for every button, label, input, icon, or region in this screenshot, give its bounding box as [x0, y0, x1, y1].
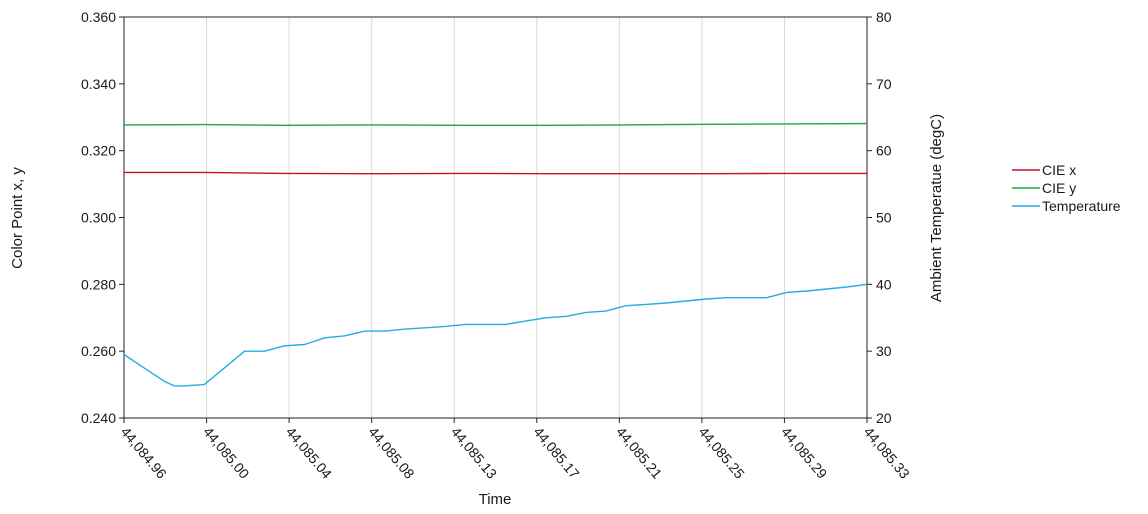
x-tick-label: 44,085.17 — [530, 424, 582, 482]
x-tick-label: 44,085.08 — [365, 424, 417, 482]
left-tick-label: 0.360 — [81, 9, 116, 25]
legend-label: CIE x — [1042, 162, 1076, 178]
left-axis-ticks: 0.240 0.260 0.280 0.300 0.320 0.340 0.360 — [81, 9, 124, 426]
x-tick-label: 44,085.21 — [613, 424, 665, 482]
x-tick-label: 44,085.04 — [283, 424, 335, 482]
series-line-temperature — [123, 283, 868, 387]
right-tick-label: 20 — [876, 410, 892, 426]
left-tick-label: 0.300 — [81, 210, 116, 226]
legend: CIE x CIE y Temperature — [1012, 162, 1121, 214]
x-tick-label: 44,085.29 — [778, 424, 830, 482]
right-axis-ticks: 20 30 40 50 60 70 80 — [867, 9, 892, 426]
series-line-cie-x — [124, 171, 867, 175]
x-tick-label: 44,085.25 — [696, 424, 748, 482]
legend-label: CIE y — [1042, 180, 1076, 196]
series-group — [123, 122, 868, 387]
right-tick-label: 40 — [876, 276, 892, 292]
left-tick-label: 0.340 — [81, 76, 116, 92]
right-axis-title: Ambient Temperatue (degC) — [928, 114, 945, 302]
series-line-cie-y — [123, 122, 868, 127]
x-tick-label: 44,085.13 — [448, 424, 500, 482]
right-tick-label: 30 — [876, 343, 892, 359]
right-tick-label: 60 — [876, 143, 892, 159]
left-tick-label: 0.280 — [81, 276, 116, 292]
right-tick-label: 80 — [876, 9, 892, 25]
x-tick-label: 44,085.00 — [200, 424, 252, 482]
x-tick-label: 44,085.33 — [861, 424, 913, 482]
right-tick-label: 70 — [876, 76, 892, 92]
left-tick-label: 0.320 — [81, 143, 116, 159]
x-axis-title: Time — [479, 491, 512, 508]
left-tick-label: 0.260 — [81, 343, 116, 359]
grid-lines — [206, 17, 785, 418]
left-tick-label: 0.240 — [81, 410, 116, 426]
x-tick-label: 44,084.96 — [118, 424, 170, 482]
x-axis-ticks: 44,084.96 44,085.00 44,085.04 44,085.08 44,0… — [118, 418, 913, 482]
right-tick-label: 50 — [876, 210, 892, 226]
legend-label: Temperature — [1042, 198, 1121, 214]
left-axis-title: Color Point x, y — [9, 167, 26, 269]
